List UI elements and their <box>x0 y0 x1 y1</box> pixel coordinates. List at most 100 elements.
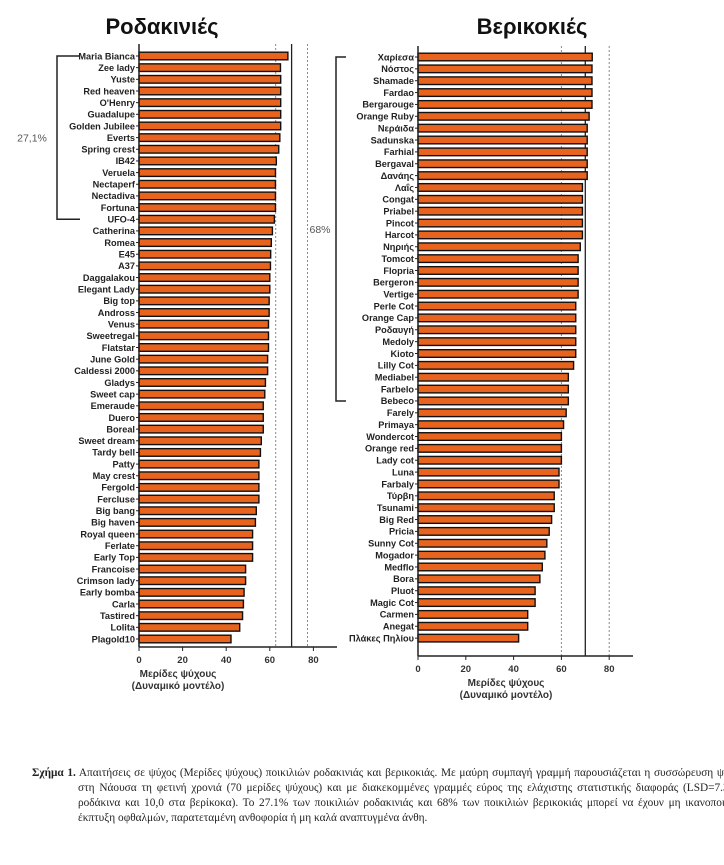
category-label: Bergeron <box>373 278 414 288</box>
category-label: Francoise <box>92 564 135 574</box>
bar <box>417 515 553 525</box>
category-label: Fergold <box>101 483 135 493</box>
category-label: Royal queen <box>80 529 135 539</box>
category-label: Big haven <box>91 518 135 528</box>
bar <box>138 622 241 632</box>
category-label: Crimson lady <box>77 576 136 586</box>
bar <box>138 447 262 457</box>
bar <box>417 526 550 536</box>
category-label: Big top <box>103 296 135 306</box>
category-label: Fortuna <box>101 203 136 213</box>
category-label: Luna <box>392 467 415 477</box>
category-label: Bora <box>393 574 415 584</box>
bar <box>417 408 567 418</box>
bar <box>138 576 247 586</box>
bar <box>138 424 264 434</box>
bar <box>417 88 593 98</box>
category-label: A37 <box>118 261 135 271</box>
bar <box>138 133 281 143</box>
category-label: Boreal <box>106 424 135 434</box>
bar <box>138 389 266 399</box>
bar <box>417 586 536 596</box>
bar <box>138 587 245 597</box>
category-label: Zee lady <box>98 63 136 73</box>
x-axis-label: Μερίδες ψύχους <box>468 678 545 689</box>
bar <box>417 135 588 145</box>
bar <box>138 74 282 84</box>
bar <box>138 541 254 551</box>
category-label: Big bang <box>96 506 135 516</box>
category-label: Farbaly <box>381 479 415 489</box>
category-label: Congat <box>382 195 414 205</box>
category-label: Πλάκες Πηλίου <box>349 633 414 643</box>
category-label: Νηριής <box>383 242 414 252</box>
category-label: Patty <box>113 459 136 469</box>
category-label: Bergarouge <box>362 100 414 110</box>
bracket-percent-label: 27,1% <box>17 133 47 145</box>
apricot-chart: Βερικοκιές Χαρίεσα Νόστος Shamade Fardao Berg… <box>309 14 633 701</box>
bar <box>417 111 590 121</box>
bar <box>417 598 536 608</box>
category-label: Daggalakou <box>83 273 135 283</box>
chart-title: Ροδακινιές <box>105 14 218 39</box>
bar <box>417 621 529 631</box>
category-label: Shamade <box>373 76 414 86</box>
category-label: Carla <box>112 599 136 609</box>
category-label: Early bomba <box>80 588 136 598</box>
bar <box>138 121 282 131</box>
bar <box>417 550 546 560</box>
category-label: Medflo <box>384 562 414 572</box>
category-label: Fardao <box>383 88 414 98</box>
bar <box>417 325 577 335</box>
bar <box>417 633 520 643</box>
bar <box>417 432 563 442</box>
bar <box>138 63 282 73</box>
category-label: Pluot <box>391 586 414 596</box>
category-label: Tsunami <box>377 503 414 513</box>
category-label: Everts <box>107 133 135 143</box>
bar <box>417 538 548 548</box>
bar <box>417 242 581 252</box>
category-label: Ροδαυγή <box>375 325 414 335</box>
bar <box>417 64 593 74</box>
bar <box>138 494 260 504</box>
category-label: Pincot <box>386 218 414 228</box>
bar <box>138 611 244 621</box>
category-label: Catherina <box>93 226 136 236</box>
category-label: Yuste <box>110 75 135 85</box>
category-label: Farbelo <box>381 384 415 394</box>
bar <box>138 482 260 492</box>
bar <box>417 349 577 359</box>
bar <box>417 265 579 275</box>
bar <box>417 562 543 572</box>
bar <box>417 313 577 323</box>
bar <box>138 634 232 644</box>
bar <box>138 506 257 516</box>
bar <box>138 86 282 96</box>
bar <box>417 372 570 382</box>
bar <box>138 459 260 469</box>
category-label: Orange Cap <box>362 313 414 323</box>
category-label: Δανάης <box>381 171 415 181</box>
category-label: Flopria <box>383 266 415 276</box>
category-label: Guadalupe <box>88 110 135 120</box>
category-label: Lilly Cot <box>378 361 414 371</box>
bar <box>138 144 280 154</box>
bar <box>417 360 575 370</box>
category-label: Emeraude <box>91 401 135 411</box>
bar <box>138 109 282 119</box>
category-label: Pricia <box>389 527 415 537</box>
bracket-percent-label: 68% <box>309 224 330 236</box>
x-tick-label: 40 <box>508 664 519 675</box>
bar <box>138 564 247 574</box>
category-label: Lady cot <box>376 456 414 466</box>
category-label: Magic Cot <box>370 598 414 608</box>
figure-caption: Σχήμα 1. Απαιτήσεις σε ψύχος (Μερίδες ψύ… <box>32 766 724 826</box>
bar <box>417 206 584 216</box>
category-label: Farely <box>387 408 415 418</box>
category-label: Elegant Lady <box>78 285 136 295</box>
category-label: May crest <box>93 471 135 481</box>
bar <box>138 599 245 609</box>
